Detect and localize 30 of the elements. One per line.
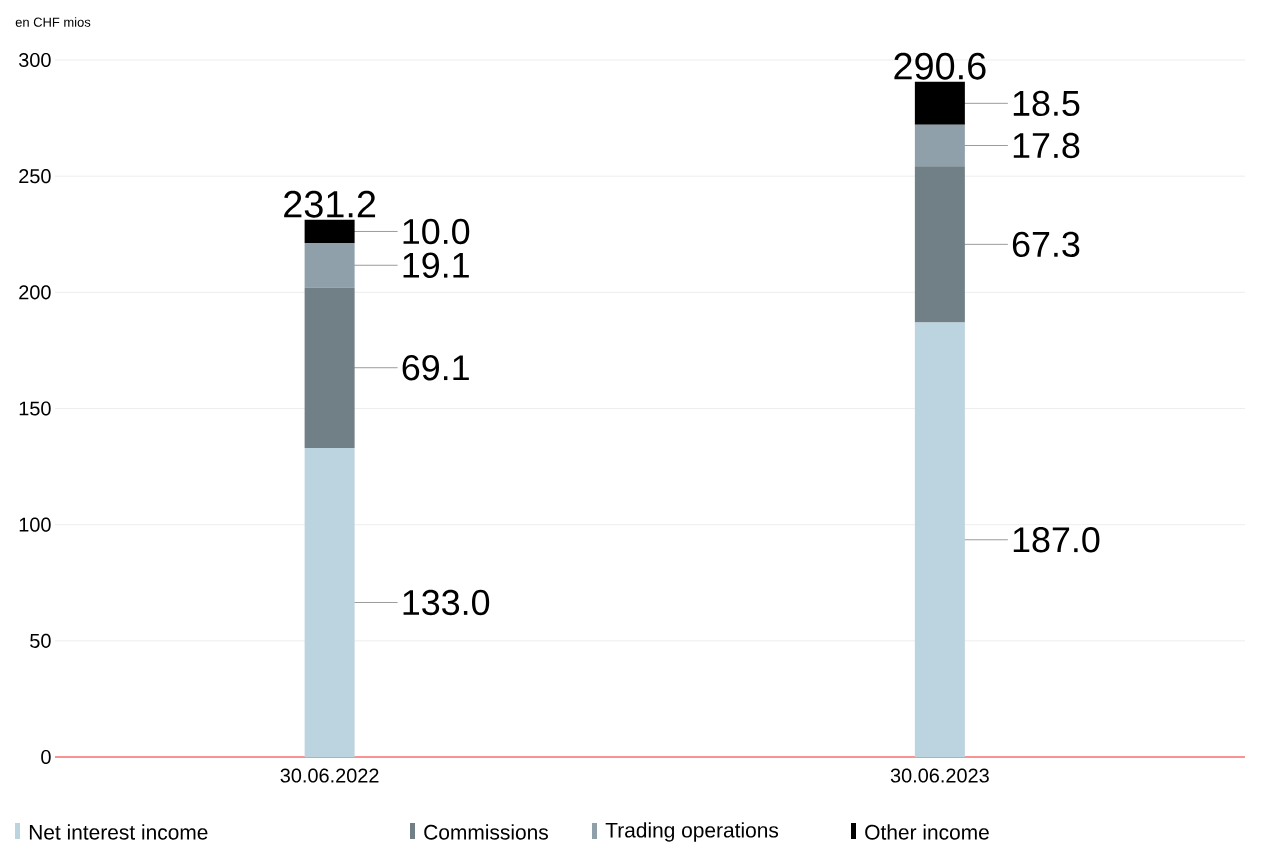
y-tick-label: 150 [19,401,51,416]
bar [914,124,965,167]
legend-label: Net interest income [29,824,208,840]
legend-label: Other income [865,824,989,840]
legend-label: Trading operations [605,822,779,842]
total-label: 231.2 [284,190,376,218]
data-label: 19.1 [403,252,469,278]
legend-label: Commissions [424,824,548,840]
bar [914,166,965,323]
data-label: 69.1 [402,355,469,381]
bar [304,447,355,757]
data-label: 133.0 [403,589,490,616]
data-label: 18.5 [1013,90,1080,117]
data-label: 187.0 [1013,527,1100,553]
y-axis-title: en CHF mios [15,17,91,27]
x-tick-label: 30.06.2023 [890,768,989,783]
total-label: 290.6 [894,52,986,80]
y-tick-label: 50 [30,633,51,648]
x-tick-label: 30.06.2022 [280,768,379,783]
bar [914,322,965,757]
bar [304,243,355,288]
y-tick-label: 100 [19,517,51,532]
y-tick-label: 250 [19,169,51,184]
y-tick-label: 200 [19,285,51,300]
data-label: 10.0 [403,218,470,245]
y-tick-label: 0 [41,749,51,765]
data-label: 17.8 [1013,132,1080,159]
bar [304,287,355,448]
y-tick-label: 300 [19,52,51,68]
data-label: 67.3 [1012,231,1080,258]
